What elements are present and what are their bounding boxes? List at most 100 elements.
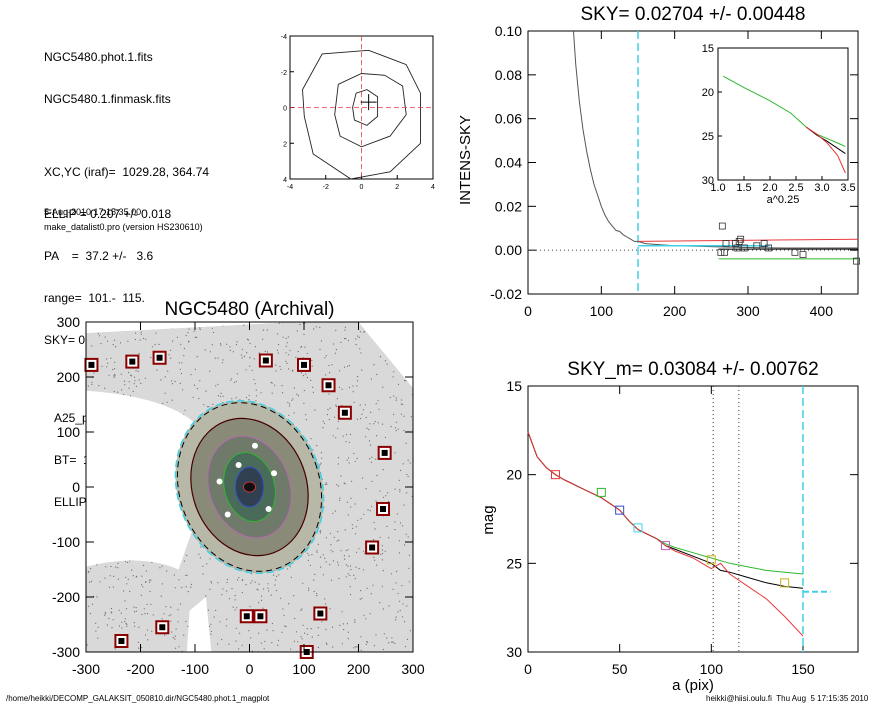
image-speckle <box>401 525 404 527</box>
image-speckle <box>258 583 260 585</box>
image-speckle <box>178 646 180 648</box>
image-speckle <box>271 382 273 384</box>
image-speckle <box>217 582 219 584</box>
image-speckle <box>284 625 286 627</box>
image-speckle <box>348 364 350 367</box>
image-speckle <box>320 462 322 464</box>
image-speckle <box>395 397 397 399</box>
image-speckle <box>345 441 347 443</box>
contour-middle <box>334 73 407 148</box>
image-speckle <box>104 336 106 338</box>
image-speckle <box>108 374 110 376</box>
image-speckle <box>126 583 128 585</box>
image-speckle <box>117 391 119 393</box>
image-speckle <box>316 445 318 447</box>
image-title: NGC5480 (Archival) <box>165 299 335 320</box>
image-speckle <box>332 551 334 553</box>
image-speckle <box>114 648 116 650</box>
image-speckle <box>397 383 400 385</box>
image-speckle <box>104 611 106 613</box>
image-speckle <box>339 624 341 627</box>
image-speckle <box>348 555 350 557</box>
image-speckle <box>262 338 264 340</box>
image-speckle <box>384 360 386 362</box>
sky-ytick: 0.00 <box>495 242 522 258</box>
image-speckle <box>267 587 269 589</box>
image-speckle <box>316 592 318 595</box>
image-speckle <box>100 343 102 345</box>
image-speckle <box>245 396 248 399</box>
image-speckle <box>108 586 111 588</box>
image-speckle <box>365 436 367 438</box>
image-speckle <box>203 404 205 406</box>
image-speckle <box>295 356 297 358</box>
image-speckle <box>144 377 146 379</box>
sky-data-box <box>721 248 728 256</box>
image-speckle <box>299 323 301 326</box>
image-speckle <box>325 561 327 563</box>
image-speckle <box>228 598 231 600</box>
star-mask-box-core <box>243 613 250 620</box>
mag-xtick: 100 <box>700 661 724 677</box>
image-speckle <box>402 463 404 465</box>
image-speckle <box>332 646 334 648</box>
image-speckle <box>234 609 236 611</box>
image-speckle <box>369 423 371 425</box>
image-speckle <box>96 596 98 598</box>
info-file2: NGC5480.1.finmask.fits <box>44 92 171 106</box>
image-speckle <box>338 577 340 580</box>
image-speckle <box>241 644 243 646</box>
image-speckle <box>128 371 130 374</box>
image-speckle <box>382 608 384 610</box>
image-speckle <box>209 558 211 560</box>
image-speckle <box>210 630 213 632</box>
image-speckle <box>296 330 298 332</box>
image-speckle <box>394 529 396 531</box>
image-masked-region <box>358 322 413 388</box>
image-speckle <box>288 414 290 416</box>
image-speckle <box>230 379 232 381</box>
image-speckle <box>338 539 340 541</box>
image-speckle <box>91 345 93 347</box>
sky-ytick: 0.08 <box>495 67 522 83</box>
image-speckle <box>356 380 359 382</box>
image-speckle <box>382 469 384 471</box>
image-speckle <box>211 327 213 329</box>
image-speckle <box>155 332 157 334</box>
image-speckle <box>360 649 362 651</box>
image-speckle <box>313 579 315 581</box>
image-speckle <box>360 518 362 520</box>
image-speckle <box>339 499 341 501</box>
image-speckle <box>345 338 347 340</box>
image-speckle <box>126 623 128 625</box>
image-speckle <box>365 643 367 646</box>
image-speckle <box>345 576 347 578</box>
image-speckle <box>135 607 137 609</box>
image-speckle <box>267 583 269 585</box>
image-speckle <box>325 374 327 376</box>
image-ytick: -300 <box>52 644 80 660</box>
image-speckle <box>382 496 385 498</box>
image-speckle <box>375 634 377 636</box>
sky-profile-line <box>573 30 858 249</box>
star-mask-box-core <box>118 638 125 644</box>
image-speckle <box>404 621 406 623</box>
image-speckle <box>384 436 387 439</box>
sky-data-box <box>753 242 761 250</box>
image-speckle <box>258 632 260 634</box>
image-speckle <box>291 399 293 401</box>
image-speckle <box>372 539 375 541</box>
sky-data-box <box>722 240 730 247</box>
image-speckle <box>344 558 346 560</box>
image-speckle <box>112 344 114 346</box>
image-speckle <box>322 574 324 576</box>
image-speckle <box>303 402 305 404</box>
image-speckle <box>332 512 334 514</box>
image-speckle <box>140 333 142 335</box>
image-speckle <box>321 621 323 623</box>
image-speckle <box>317 627 319 629</box>
image-speckle <box>138 647 140 649</box>
image-speckle <box>105 566 107 568</box>
image-speckle <box>253 358 255 360</box>
image-speckle <box>199 327 201 329</box>
